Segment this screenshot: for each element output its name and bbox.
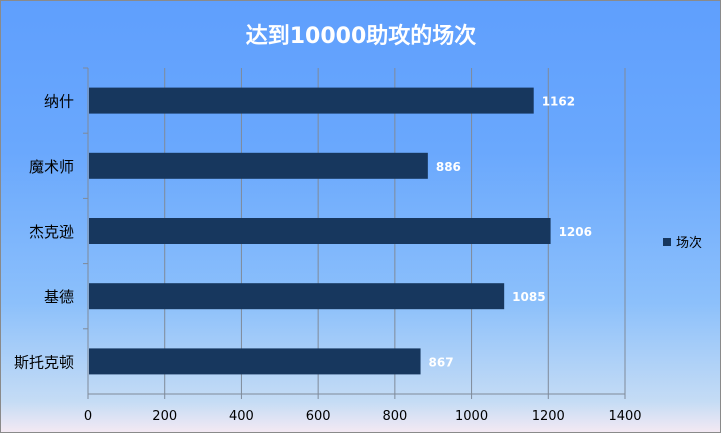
bar <box>89 218 551 244</box>
data-label: 1085 <box>512 290 545 304</box>
y-category-label: 基德 <box>44 288 74 306</box>
data-label: 867 <box>429 355 454 369</box>
x-tick-label: 800 <box>382 409 407 424</box>
bar <box>89 283 505 310</box>
x-tick-label: 1400 <box>608 409 641 424</box>
y-category-label: 斯托克顿 <box>14 353 74 371</box>
bar <box>89 348 421 375</box>
y-category-label: 杰克逊 <box>29 223 74 241</box>
y-category-label: 魔术师 <box>29 158 74 176</box>
legend-swatch <box>663 238 671 246</box>
x-tick-label: 1200 <box>532 409 565 424</box>
x-tick-label: 400 <box>229 409 254 424</box>
data-label: 1206 <box>559 225 592 239</box>
legend-label: 场次 <box>676 235 702 251</box>
data-label: 886 <box>436 160 461 174</box>
y-category-label: 纳什 <box>44 93 74 111</box>
x-tick-label: 0 <box>84 409 92 424</box>
x-tick-label: 200 <box>152 409 177 424</box>
x-tick-label: 1000 <box>455 409 488 424</box>
data-label: 1162 <box>542 95 575 109</box>
chart-title: 达到10000助攻的场次 <box>246 23 477 49</box>
x-tick-label: 600 <box>306 409 331 424</box>
bar <box>89 87 534 114</box>
bar <box>89 152 428 179</box>
